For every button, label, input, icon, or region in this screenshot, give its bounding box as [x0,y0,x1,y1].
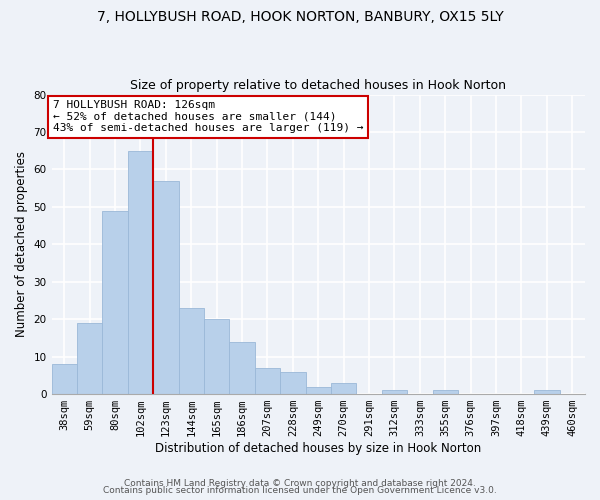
Bar [433,390,458,394]
Bar [153,180,179,394]
Bar [52,364,77,394]
Bar [534,390,560,394]
X-axis label: Distribution of detached houses by size in Hook Norton: Distribution of detached houses by size … [155,442,481,455]
Bar [103,210,128,394]
Bar [382,390,407,394]
Text: 7, HOLLYBUSH ROAD, HOOK NORTON, BANBURY, OX15 5LY: 7, HOLLYBUSH ROAD, HOOK NORTON, BANBURY,… [97,10,503,24]
Bar [305,386,331,394]
Text: Contains HM Land Registry data © Crown copyright and database right 2024.: Contains HM Land Registry data © Crown c… [124,478,476,488]
Bar [128,150,153,394]
Bar [204,319,229,394]
Y-axis label: Number of detached properties: Number of detached properties [15,152,28,338]
Bar [77,323,103,394]
Bar [229,342,255,394]
Bar [179,308,204,394]
Bar [255,368,280,394]
Bar [331,383,356,394]
Title: Size of property relative to detached houses in Hook Norton: Size of property relative to detached ho… [130,79,506,92]
Bar [280,372,305,394]
Text: 7 HOLLYBUSH ROAD: 126sqm
← 52% of detached houses are smaller (144)
43% of semi-: 7 HOLLYBUSH ROAD: 126sqm ← 52% of detach… [53,100,364,134]
Text: Contains public sector information licensed under the Open Government Licence v3: Contains public sector information licen… [103,486,497,495]
